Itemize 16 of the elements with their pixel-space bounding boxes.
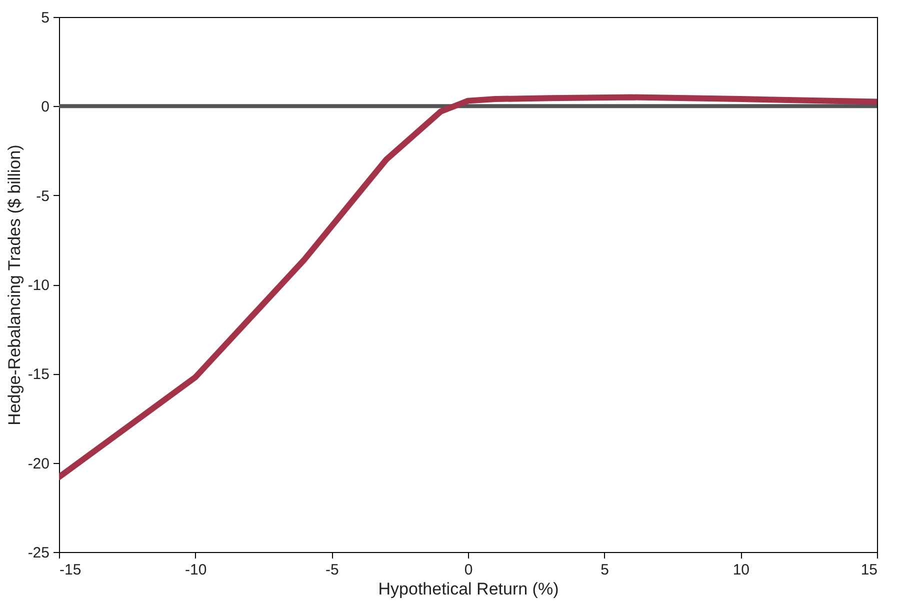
x-tick-label: -15 [60, 562, 82, 578]
x-tick-label: 5 [600, 562, 610, 578]
x-tick-label: 10 [732, 562, 750, 578]
x-tick-label: 0 [464, 562, 473, 578]
x-tick-label: -10 [184, 562, 207, 578]
y-tick-label: 0 [41, 98, 50, 116]
x-tick-label: -5 [325, 562, 339, 578]
y-tick-label: -15 [28, 366, 50, 384]
x-axis-title: Hypothetical Return (%) [378, 580, 559, 598]
y-tick-label: -25 [28, 544, 50, 562]
x-tick-label: 15 [860, 562, 878, 578]
y-tick-label: -5 [36, 188, 50, 205]
y-tick-label: -20 [28, 455, 50, 472]
y-tick-label: 5 [41, 10, 50, 26]
y-tick-label: -10 [28, 277, 50, 294]
y-axis-title: Hedge-Rebalancing Trades ($ billion) [4, 144, 24, 426]
